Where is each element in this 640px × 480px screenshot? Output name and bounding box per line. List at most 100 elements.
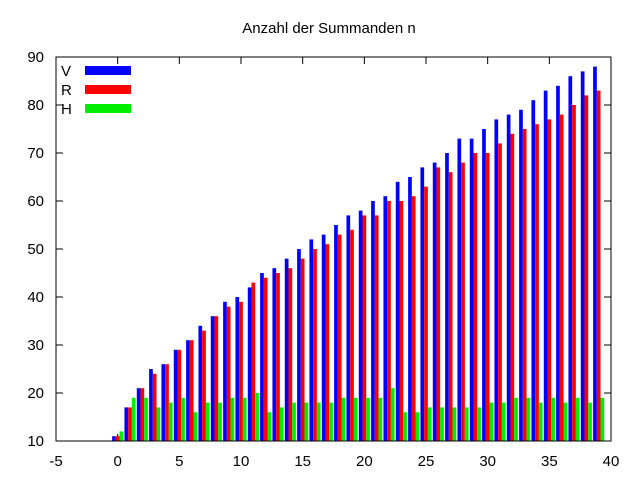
- x-tick-label: -5: [49, 453, 62, 470]
- bar-h: [575, 397, 580, 441]
- bar-v: [432, 162, 437, 441]
- bar-r: [152, 373, 157, 441]
- bar-r: [165, 364, 169, 441]
- bar-r: [337, 234, 342, 441]
- bar-v: [136, 388, 141, 441]
- bar-h: [551, 397, 555, 441]
- bar-r: [288, 268, 293, 441]
- bar-v: [445, 153, 449, 441]
- bar-r: [239, 301, 243, 441]
- x-tick-label: 5: [175, 453, 183, 470]
- bar-r: [448, 172, 453, 441]
- bar-h: [353, 397, 358, 441]
- x-tick-label: 10: [233, 453, 250, 470]
- y-tick-label: 20: [27, 385, 44, 402]
- legend-swatch: [85, 66, 131, 75]
- x-tick-label: 15: [294, 453, 311, 470]
- bar-r: [411, 196, 416, 441]
- bar-h: [230, 397, 235, 441]
- bar-h: [464, 407, 469, 441]
- x-tick-label: 30: [479, 453, 496, 470]
- bar-r: [436, 167, 441, 441]
- bar-v: [371, 201, 375, 441]
- bar-h: [378, 397, 383, 441]
- x-tick-label: 25: [418, 453, 435, 470]
- bar-h: [131, 397, 136, 441]
- bar-v: [395, 181, 400, 442]
- bar-v: [346, 215, 351, 441]
- legend-label: V: [61, 63, 71, 80]
- bar-v: [112, 436, 116, 441]
- legend-swatch: [85, 104, 131, 113]
- bar-v: [247, 287, 252, 441]
- legend-label: R: [61, 82, 72, 99]
- bar-v: [543, 90, 548, 441]
- bar-r: [202, 330, 206, 441]
- bars: [112, 66, 605, 442]
- bar-v: [297, 249, 301, 441]
- bar-v: [149, 369, 153, 441]
- bar-r: [140, 388, 145, 441]
- bar-v: [210, 316, 215, 441]
- bar-r: [399, 201, 404, 441]
- y-tick-label: 40: [27, 289, 44, 306]
- bar-v: [531, 100, 536, 441]
- bar-h: [390, 388, 395, 441]
- y-tick-label: 70: [27, 145, 44, 162]
- bar-v: [124, 407, 129, 441]
- bar-r: [325, 244, 330, 441]
- bar-v: [408, 177, 412, 441]
- bar-r: [300, 258, 305, 441]
- bar-h: [304, 402, 309, 441]
- bar-r: [177, 349, 182, 441]
- bar-h: [267, 412, 272, 441]
- bar-v: [556, 85, 560, 442]
- bar-h: [279, 407, 284, 441]
- bar-h: [452, 407, 457, 441]
- bar-h: [563, 402, 568, 441]
- bar-r: [596, 90, 601, 441]
- bar-h: [255, 393, 259, 441]
- bar-v: [260, 273, 264, 441]
- bar-h: [316, 402, 321, 441]
- bar-v: [383, 196, 388, 441]
- bar-v: [469, 138, 474, 441]
- bar-r: [547, 119, 552, 442]
- bar-v: [235, 297, 240, 441]
- bar-v: [223, 301, 227, 441]
- bar-h: [242, 397, 247, 441]
- bar-v: [593, 66, 597, 441]
- bar-v: [420, 167, 425, 441]
- bar-v: [309, 239, 314, 441]
- bar-r: [584, 95, 589, 442]
- y-tick-label: 90: [27, 49, 44, 66]
- bar-r: [226, 306, 231, 441]
- bar-v: [568, 76, 573, 441]
- bar-v: [358, 210, 363, 441]
- bar-r: [276, 273, 280, 441]
- bar-r: [362, 215, 367, 441]
- x-tick-label: 0: [113, 453, 121, 470]
- bar-v: [457, 138, 462, 441]
- bar-r: [263, 277, 268, 441]
- bar-h: [119, 431, 124, 441]
- bar-v: [272, 268, 277, 441]
- bar-v: [161, 364, 166, 441]
- bar-v: [494, 119, 499, 442]
- bar-h: [526, 397, 531, 441]
- bar-v: [506, 114, 511, 441]
- bar-h: [181, 397, 185, 441]
- y-tick-label: 30: [27, 337, 44, 354]
- bar-h: [144, 397, 148, 441]
- x-tick-label: 40: [603, 453, 620, 470]
- bar-r: [374, 215, 379, 441]
- bar-v: [334, 225, 338, 441]
- bar-h: [600, 397, 605, 441]
- bar-r: [350, 229, 354, 441]
- bar-h: [218, 402, 222, 441]
- bar-v: [321, 234, 326, 441]
- bar-v: [186, 340, 190, 441]
- bar-r: [115, 436, 120, 441]
- legend: VRH: [61, 63, 131, 118]
